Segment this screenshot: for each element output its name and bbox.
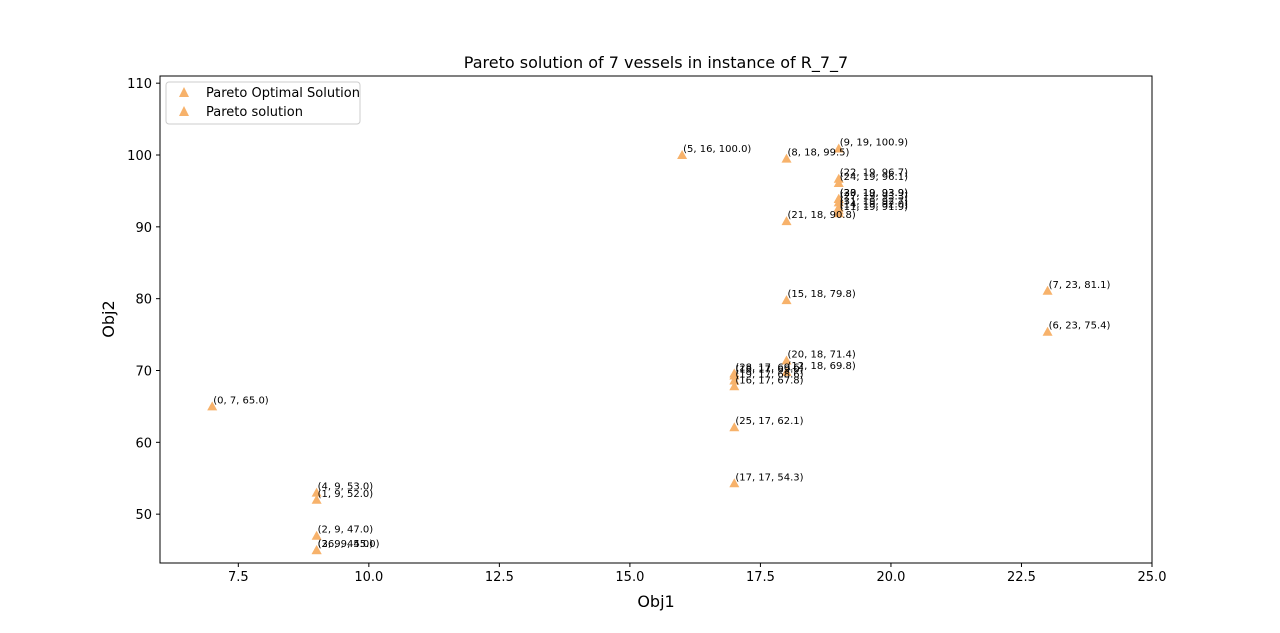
data-point-label: (19, 17, 68.6) — [735, 370, 803, 381]
data-points — [207, 143, 1053, 555]
legend-label-pareto-optimal: Pareto Optimal Solution — [206, 86, 360, 101]
data-point — [1042, 285, 1053, 295]
x-tick-label: 15.0 — [615, 570, 644, 585]
data-point — [729, 422, 740, 432]
data-point-label: (3, 9, 45.0) — [318, 539, 374, 550]
x-tick-label: 20.0 — [876, 570, 905, 585]
data-point-label: (7, 23, 81.1) — [1049, 280, 1111, 291]
x-tick-label: 17.5 — [746, 570, 775, 585]
data-point-label: (28, 17, 69.6) — [735, 362, 803, 373]
data-point-label: (14, 19, 92.0) — [840, 199, 908, 210]
data-point — [311, 545, 322, 555]
data-point-label: (12, 18, 69.8) — [788, 361, 856, 372]
data-point-label: (6, 23, 75.4) — [1049, 321, 1111, 332]
data-point-label: (26, 9, 45.0) — [318, 539, 380, 550]
data-point — [781, 153, 792, 163]
x-axis-ticks: 7.5 10.0 12.5 15.0 17.5 20.0 22.5 25.0 — [228, 563, 1167, 585]
y-axis-ticks: 50 60 70 80 90 100 110 — [127, 77, 160, 523]
data-point-label: (0, 7, 65.0) — [213, 395, 269, 406]
plot-area — [159, 75, 1153, 564]
data-point-label: (24, 19, 96.1) — [840, 172, 908, 183]
y-tick-label: 100 — [127, 149, 152, 164]
legend-marker-pareto-optimal — [179, 87, 189, 97]
data-point-label: (21, 18, 90.8) — [788, 210, 856, 221]
x-tick-label: 12.5 — [485, 570, 514, 585]
y-axis-label: Obj2 — [99, 300, 118, 337]
data-point — [781, 355, 792, 365]
data-point — [833, 178, 844, 188]
legend-box — [165, 81, 361, 125]
data-point-label: (27, 19, 93.3) — [840, 191, 908, 202]
data-point-label: (8, 18, 99.5) — [788, 148, 850, 159]
x-tick-label: 25.0 — [1138, 570, 1167, 585]
data-point — [833, 143, 844, 153]
data-point-label: (17, 17, 54.3) — [735, 472, 803, 483]
x-axis-label: Obj1 — [637, 592, 674, 611]
y-tick-label: 50 — [135, 508, 152, 523]
data-point — [781, 216, 792, 226]
data-point-label: (22, 19, 96.7) — [840, 168, 908, 179]
data-point — [781, 295, 792, 305]
legend-marker-pareto-solution — [179, 106, 189, 116]
legend-label-pareto-solution: Pareto solution — [206, 105, 303, 120]
data-point-label: (5, 16, 100.0) — [683, 144, 751, 155]
data-point-label: (18, 17, 69.0) — [735, 365, 803, 376]
data-point — [729, 381, 740, 391]
y-tick-label: 110 — [127, 77, 152, 92]
data-point-label: (1, 9, 52.0) — [318, 489, 374, 500]
x-tick-label: 7.5 — [228, 570, 249, 585]
data-point-label: (11, 19, 91.9) — [840, 202, 908, 213]
y-tick-label: 70 — [135, 364, 152, 379]
data-point-label: (20, 18, 71.4) — [788, 349, 856, 360]
data-point — [311, 530, 322, 540]
y-tick-label: 60 — [135, 436, 152, 451]
legend: Pareto Optimal Solution Pareto solution — [165, 81, 361, 125]
data-point-label: (4, 9, 53.0) — [318, 482, 374, 493]
data-point — [207, 401, 218, 411]
y-tick-label: 90 — [135, 221, 152, 236]
data-point-label: (2, 9, 47.0) — [318, 525, 374, 536]
data-point — [1042, 326, 1053, 336]
y-tick-label: 80 — [135, 293, 152, 308]
data-point — [729, 478, 740, 488]
data-point — [781, 366, 792, 376]
data-point-label: (31, 19, 92.7) — [840, 196, 908, 207]
data-point — [729, 368, 740, 378]
x-tick-label: 22.5 — [1007, 570, 1036, 585]
data-point — [729, 375, 740, 385]
x-tick-label: 10.0 — [354, 570, 383, 585]
data-point — [833, 202, 844, 212]
data-point-labels: (0, 7, 65.0) (1, 9, 52.0) (2, 9, 47.0) (3, … — [213, 138, 1110, 551]
data-point-label: (25, 17, 62.1) — [735, 416, 803, 427]
data-point — [833, 193, 844, 203]
data-point — [311, 487, 322, 497]
data-point-label: (15, 18, 79.8) — [788, 289, 856, 300]
data-point-label: (23, 19, 93.9) — [840, 188, 908, 199]
data-point-label: (16, 17, 67.8) — [735, 375, 803, 386]
chart-title: Pareto solution of 7 vessels in instance… — [464, 53, 848, 73]
data-point — [311, 494, 322, 504]
data-point — [677, 150, 688, 160]
data-point-label: (9, 19, 100.9) — [840, 138, 908, 149]
data-point-label: (30, 19, 93.9) — [840, 188, 908, 199]
